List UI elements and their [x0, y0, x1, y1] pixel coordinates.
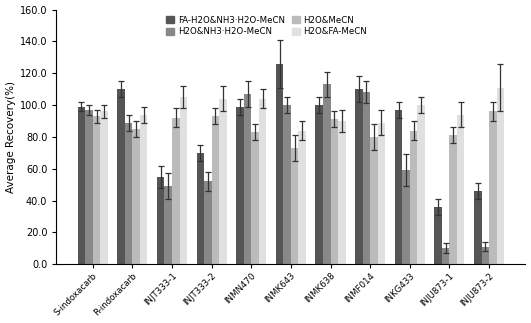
Bar: [482, 247, 489, 264]
Bar: [276, 64, 284, 264]
Bar: [212, 116, 219, 264]
Bar: [140, 115, 148, 264]
Bar: [338, 121, 346, 264]
Y-axis label: Average Recovery(%): Average Recovery(%): [5, 81, 15, 193]
Bar: [196, 153, 204, 264]
Bar: [323, 84, 330, 264]
Bar: [298, 130, 306, 264]
Bar: [204, 182, 212, 264]
Bar: [378, 122, 385, 264]
Bar: [172, 118, 179, 264]
Legend: FA-H2O&NH3·H2O-MeCN, H2O&NH3·H2O-MeCN, H2O&MeCN, H2O&FA-MeCN: FA-H2O&NH3·H2O-MeCN, H2O&NH3·H2O-MeCN, H…: [164, 14, 369, 38]
Bar: [496, 88, 504, 264]
Bar: [132, 129, 140, 264]
Bar: [117, 89, 125, 264]
Bar: [370, 137, 378, 264]
Bar: [395, 110, 402, 264]
Bar: [457, 115, 465, 264]
Bar: [417, 105, 425, 264]
Bar: [125, 122, 132, 264]
Bar: [100, 111, 108, 264]
Bar: [434, 207, 442, 264]
Bar: [93, 116, 100, 264]
Bar: [315, 105, 323, 264]
Bar: [165, 186, 172, 264]
Bar: [442, 248, 449, 264]
Bar: [330, 120, 338, 264]
Bar: [85, 110, 93, 264]
Bar: [236, 107, 244, 264]
Bar: [179, 97, 187, 264]
Bar: [410, 130, 417, 264]
Bar: [251, 132, 259, 264]
Bar: [291, 148, 298, 264]
Bar: [259, 99, 267, 264]
Bar: [489, 111, 496, 264]
Bar: [474, 191, 482, 264]
Bar: [78, 107, 85, 264]
Bar: [355, 89, 363, 264]
Bar: [402, 170, 410, 264]
Bar: [363, 92, 370, 264]
Bar: [449, 135, 457, 264]
Bar: [244, 94, 251, 264]
Bar: [219, 99, 227, 264]
Bar: [157, 177, 165, 264]
Bar: [284, 105, 291, 264]
